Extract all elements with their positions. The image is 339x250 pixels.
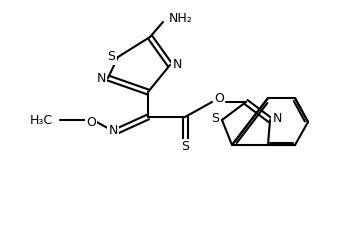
Text: N: N [96, 72, 106, 85]
Text: O: O [86, 116, 96, 128]
Text: S: S [107, 50, 115, 64]
Text: N: N [172, 58, 182, 71]
Text: H₃C: H₃C [30, 114, 53, 126]
Text: N: N [108, 124, 118, 138]
Text: O: O [214, 92, 224, 106]
Text: N: N [272, 112, 282, 124]
Text: S: S [211, 112, 219, 124]
Text: NH₂: NH₂ [169, 12, 193, 24]
Text: S: S [181, 140, 189, 153]
